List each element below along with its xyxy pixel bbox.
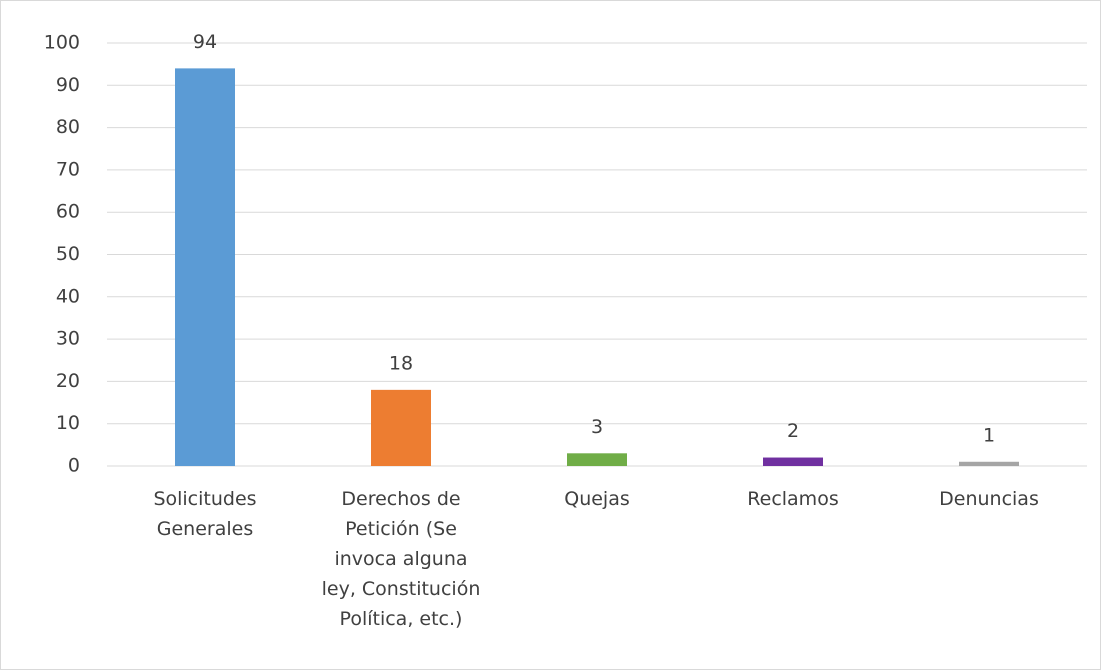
y-tick-label: 10 <box>56 412 80 434</box>
y-tick-label: 70 <box>56 158 80 180</box>
x-tick-label: Reclamos <box>747 488 839 510</box>
y-tick-label: 50 <box>56 243 80 265</box>
data-label: 1 <box>983 424 995 446</box>
y-tick-label: 80 <box>56 116 80 138</box>
y-tick-label: 60 <box>56 201 80 223</box>
data-label: 18 <box>389 352 413 374</box>
y-tick-label: 90 <box>56 74 80 96</box>
bar <box>175 68 235 466</box>
x-tick-label: Derechos de Petición (Se invoca alguna l… <box>321 488 481 630</box>
bar <box>959 461 1019 466</box>
x-tick-label: Quejas <box>564 488 630 510</box>
bar <box>567 453 627 466</box>
x-tick-label: Denuncias <box>939 488 1039 510</box>
data-label: 2 <box>787 420 799 442</box>
y-tick-label: 0 <box>68 455 80 477</box>
data-label: 3 <box>591 416 603 438</box>
y-tick-label: 20 <box>56 370 80 392</box>
x-tick-label: Solicitudes Generales <box>153 488 257 540</box>
y-tick-label: 100 <box>44 32 80 54</box>
y-tick-label: 30 <box>56 328 80 350</box>
bar <box>371 389 431 466</box>
y-tick-label: 40 <box>56 285 80 307</box>
bar <box>763 457 823 466</box>
data-label: 94 <box>193 31 217 53</box>
